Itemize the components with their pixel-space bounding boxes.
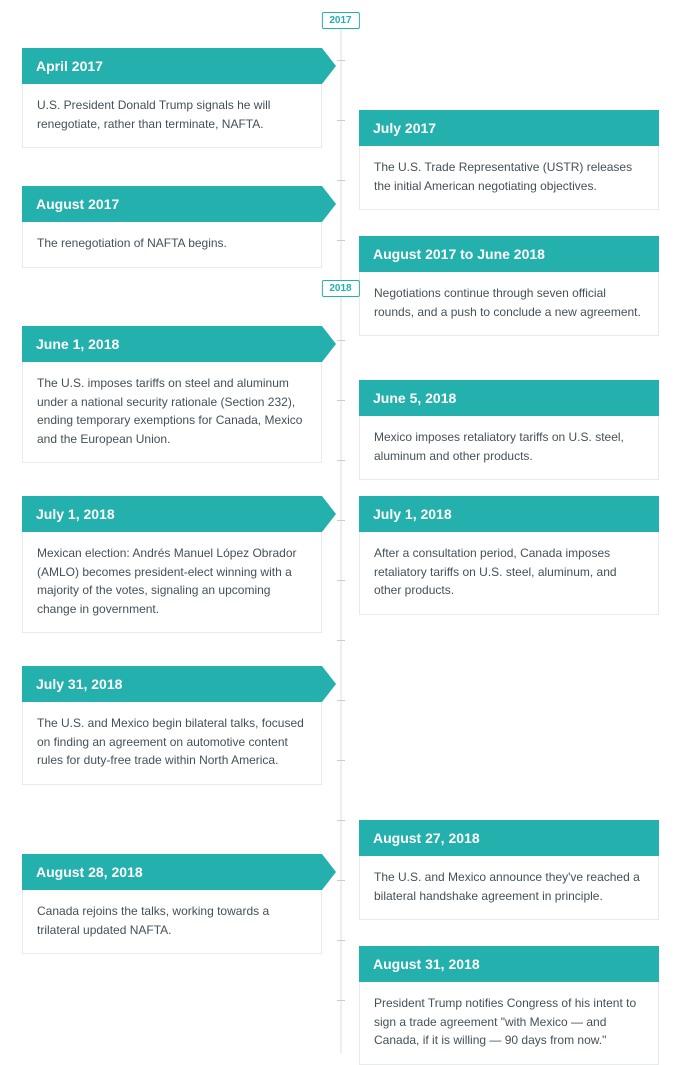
timeline-tick	[337, 640, 345, 641]
timeline-event: August 28, 2018Canada rejoins the talks,…	[22, 854, 322, 954]
event-date: August 28, 2018	[22, 854, 322, 890]
timeline-event: August 27, 2018The U.S. and Mexico annou…	[359, 820, 659, 920]
timeline-tick	[337, 760, 345, 761]
center-line	[340, 18, 341, 1053]
event-description: The U.S. Trade Representative (USTR) rel…	[359, 146, 659, 210]
timeline-event: July 1, 2018Mexican election: Andrés Man…	[22, 496, 322, 633]
timeline-tick	[337, 460, 345, 461]
timeline-tick	[337, 880, 345, 881]
event-date: June 5, 2018	[359, 380, 659, 416]
timeline-event: August 2017The renegotiation of NAFTA be…	[22, 186, 322, 268]
event-date: August 27, 2018	[359, 820, 659, 856]
timeline-event: June 5, 2018Mexico imposes retaliatory t…	[359, 380, 659, 480]
timeline-tick	[337, 400, 345, 401]
timeline-event: April 2017U.S. President Donald Trump si…	[22, 48, 322, 148]
event-description: U.S. President Donald Trump signals he w…	[22, 84, 322, 148]
timeline-tick	[337, 940, 345, 941]
timeline-tick	[337, 700, 345, 701]
timeline-event: July 1, 2018After a consultation period,…	[359, 496, 659, 615]
timeline-tick	[337, 580, 345, 581]
timeline-event: August 31, 2018President Trump notifies …	[359, 946, 659, 1065]
timeline-tick	[337, 340, 345, 341]
event-description: After a consultation period, Canada impo…	[359, 532, 659, 615]
timeline-tick	[337, 60, 345, 61]
timeline-event: August 2017 to June 2018Negotiations con…	[359, 236, 659, 336]
event-description: Canada rejoins the talks, working toward…	[22, 890, 322, 954]
event-date: July 1, 2018	[22, 496, 322, 532]
timeline-tick	[337, 180, 345, 181]
timeline-tick	[337, 1000, 345, 1001]
event-date: June 1, 2018	[22, 326, 322, 362]
event-description: The U.S. and Mexico begin bilateral talk…	[22, 702, 322, 785]
event-date: August 31, 2018	[359, 946, 659, 982]
event-description: President Trump notifies Congress of his…	[359, 982, 659, 1065]
event-description: Mexican election: Andrés Manuel López Ob…	[22, 532, 322, 633]
year-marker: 2017	[321, 12, 359, 29]
timeline-tick	[337, 820, 345, 821]
event-date: July 1, 2018	[359, 496, 659, 532]
timeline-event: June 1, 2018The U.S. imposes tariffs on …	[22, 326, 322, 463]
event-date: April 2017	[22, 48, 322, 84]
event-description: The U.S. imposes tariffs on steel and al…	[22, 362, 322, 463]
event-date: August 2017 to June 2018	[359, 236, 659, 272]
event-description: Negotiations continue through seven offi…	[359, 272, 659, 336]
timeline-tick	[337, 520, 345, 521]
event-date: July 31, 2018	[22, 666, 322, 702]
event-description: Mexico imposes retaliatory tariffs on U.…	[359, 416, 659, 480]
timeline-event: July 2017The U.S. Trade Representative (…	[359, 110, 659, 210]
event-date: July 2017	[359, 110, 659, 146]
timeline-tick	[337, 240, 345, 241]
year-marker: 2018	[321, 280, 359, 297]
event-description: The U.S. and Mexico announce they've rea…	[359, 856, 659, 920]
event-date: August 2017	[22, 186, 322, 222]
event-description: The renegotiation of NAFTA begins.	[22, 222, 322, 268]
timeline-tick	[337, 120, 345, 121]
timeline: 2017 2018 April 2017U.S. President Donald…	[0, 0, 681, 1053]
timeline-event: July 31, 2018The U.S. and Mexico begin b…	[22, 666, 322, 785]
